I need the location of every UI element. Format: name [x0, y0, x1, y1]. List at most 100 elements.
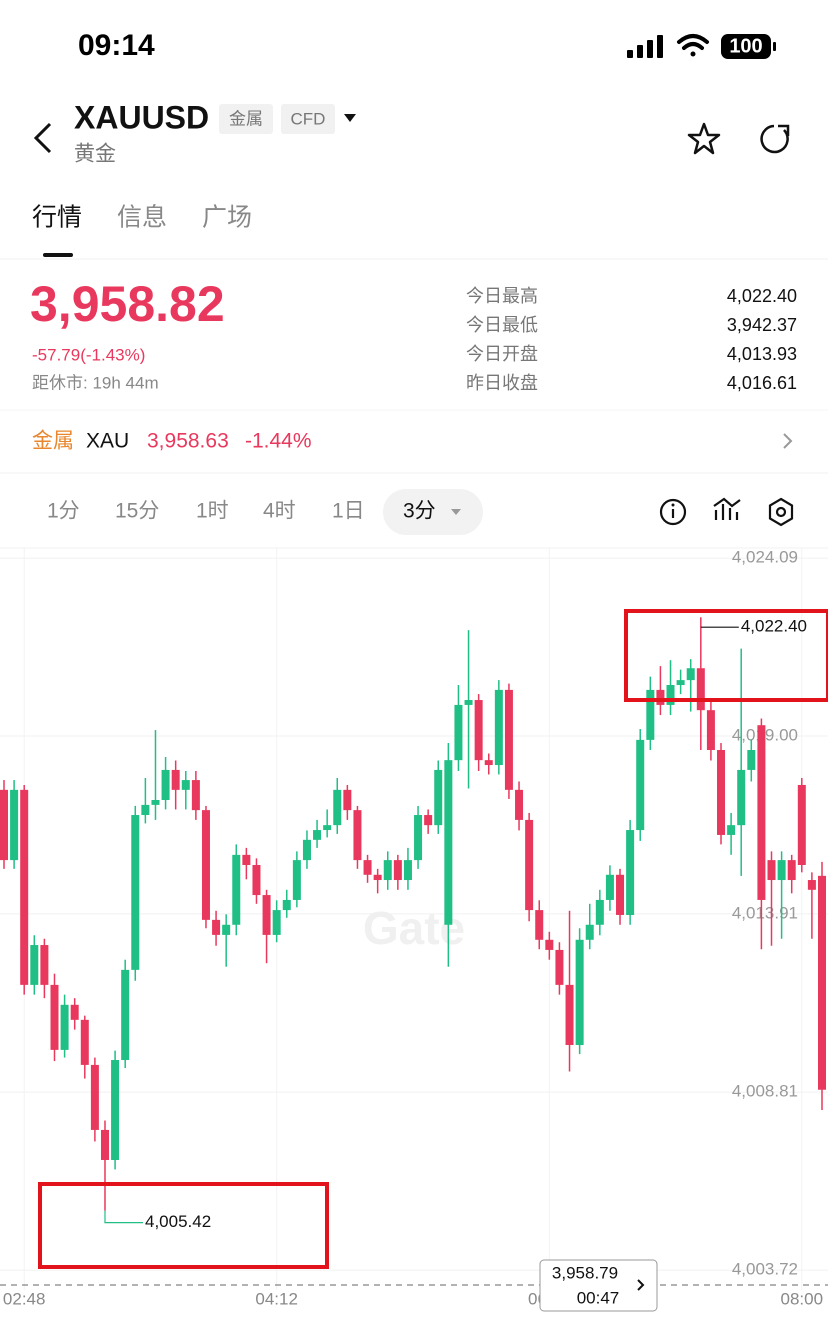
annotation-label: 4,005.42 [145, 1212, 211, 1231]
candle-body [515, 789, 524, 820]
candle-body [575, 939, 584, 1045]
candle-body [111, 1060, 120, 1160]
candle-body [626, 830, 635, 915]
candle-body [141, 804, 150, 816]
candle-body [807, 880, 816, 890]
candle-body [605, 874, 614, 900]
dropdown-arrow[interactable] [344, 114, 356, 122]
timeframe-selected-bg [383, 489, 483, 535]
candle-body [302, 839, 311, 861]
timeframe[interactable]: 4时 [263, 500, 296, 523]
candle-body [212, 919, 221, 935]
candle-body [151, 799, 160, 805]
timeframe[interactable]: 1日 [332, 500, 365, 523]
candle-body [282, 899, 291, 911]
candle-body [191, 780, 200, 811]
candle-body [333, 789, 342, 826]
info-button[interactable] [659, 498, 687, 526]
candle-body [100, 1129, 109, 1160]
tab[interactable]: 广场 [202, 204, 252, 232]
candle-body [383, 860, 392, 881]
candle-body [353, 810, 362, 861]
y-tick-label: 4,024.09 [732, 548, 798, 567]
candle-body [171, 769, 180, 790]
stat-value: 4,016.61 [727, 373, 797, 393]
candle-body [20, 789, 29, 985]
timeframe[interactable]: 15分 [115, 500, 159, 523]
candle-body [403, 860, 412, 881]
candle-body [30, 945, 39, 985]
candle-body [313, 830, 322, 840]
battery-tip [773, 42, 776, 51]
candle-body [161, 769, 170, 800]
candle-body [50, 984, 59, 1050]
timeframe[interactable]: 1时 [196, 500, 229, 523]
timeframe-selected[interactable]: 3分 [403, 500, 436, 523]
indicator-button[interactable] [713, 497, 741, 520]
candle-body [706, 710, 715, 751]
candle-body [585, 924, 594, 940]
candle-body [201, 810, 210, 920]
symbol: XAUUSD [74, 99, 209, 135]
candle-body [636, 739, 645, 831]
candle-body [777, 860, 786, 881]
tag-bg [219, 104, 273, 134]
annotation-leader [104, 1210, 143, 1224]
candle-body [747, 750, 756, 770]
dropdown-arrow[interactable] [451, 509, 461, 515]
candles [0, 617, 826, 1211]
candle-body [717, 750, 726, 835]
tab[interactable]: 信息 [117, 204, 167, 232]
candle-body [292, 860, 301, 900]
candle-body [121, 969, 130, 1061]
candle-body [70, 1004, 79, 1020]
candle-body [797, 784, 806, 866]
candle-body [787, 860, 796, 881]
related-category: 金属 [32, 430, 74, 453]
price-change: -57.79(-1.43%) [32, 345, 145, 364]
stat-label: 今日最低 [466, 315, 538, 335]
favorite-button[interactable] [687, 122, 721, 155]
candle-body [252, 865, 261, 896]
candle-body [676, 680, 685, 686]
x-tick-label: 02:48 [3, 1289, 46, 1308]
battery-icon [721, 34, 771, 59]
candle-body [373, 874, 382, 881]
stats: 今日最高 4,022.40 今日最低 3,942.37 今日开盘 4,013.93 昨日收盘… [466, 286, 797, 393]
share-arrow [778, 124, 790, 136]
candle-body [818, 875, 826, 1090]
chevron[interactable] [783, 433, 793, 449]
candle-body [414, 815, 423, 861]
candle-body [767, 860, 776, 881]
share-button[interactable] [760, 124, 789, 154]
last-price-box[interactable] [539, 1259, 658, 1312]
stat-label: 今日开盘 [466, 344, 538, 364]
tab[interactable]: 行情 [32, 204, 82, 232]
candle-body [343, 789, 352, 811]
related-change: -1.44% [245, 430, 312, 453]
candle-body [60, 1004, 69, 1050]
settings-button[interactable] [768, 497, 794, 527]
last-price-label: 3,958.79 [552, 1263, 618, 1282]
instrument-name: 黄金 [74, 143, 116, 166]
back-button[interactable] [33, 122, 52, 154]
y-tick-label: 4,013.91 [732, 903, 798, 922]
stat-value: 3,942.37 [727, 315, 797, 335]
x-tick-label: 08:00 [781, 1289, 824, 1308]
timeframe[interactable]: 1分 [47, 500, 80, 523]
candle-body [424, 815, 433, 826]
candle-body [737, 769, 746, 826]
related-symbol[interactable]: XAU [86, 430, 129, 453]
candle-body [616, 874, 625, 915]
candle-body [646, 689, 655, 740]
candle-body [131, 815, 140, 970]
tab-indicator [43, 253, 73, 257]
candle-body [363, 860, 372, 875]
annotations: 4,022.40 4,005.42 [104, 617, 807, 1231]
battery-level: 100 [729, 35, 762, 57]
candle-body [40, 945, 49, 985]
candle-body [444, 760, 453, 925]
candle-body [474, 700, 483, 761]
